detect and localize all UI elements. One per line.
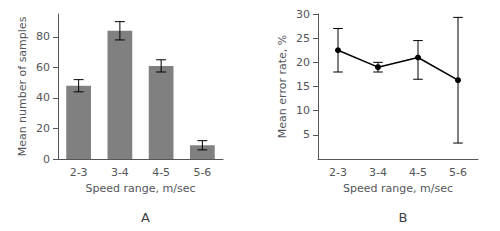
svg-text:20: 20: [36, 122, 50, 135]
svg-text:30: 30: [296, 8, 310, 21]
svg-text:10: 10: [296, 104, 310, 117]
svg-text:0: 0: [43, 153, 50, 166]
svg-text:4-5: 4-5: [409, 166, 427, 179]
svg-text:5: 5: [303, 128, 310, 141]
svg-text:40: 40: [36, 91, 50, 104]
svg-text:5-6: 5-6: [449, 166, 467, 179]
svg-text:A: A: [141, 210, 150, 225]
svg-text:2-3: 2-3: [329, 166, 347, 179]
svg-text:15: 15: [296, 80, 310, 93]
svg-text:2-3: 2-3: [70, 166, 88, 179]
svg-text:Mean number of samples: Mean number of samples: [16, 16, 29, 156]
svg-text:3-4: 3-4: [111, 166, 129, 179]
svg-text:25: 25: [296, 32, 310, 45]
svg-text:80: 80: [36, 30, 50, 43]
svg-text:4-5: 4-5: [152, 166, 170, 179]
svg-text:Mean error rate, %: Mean error rate, %: [276, 35, 289, 138]
svg-text:5-6: 5-6: [193, 166, 211, 179]
svg-text:Speed range, m/sec: Speed range, m/sec: [86, 182, 196, 195]
svg-text:Speed range, m/sec: Speed range, m/sec: [343, 182, 453, 195]
svg-text:20: 20: [296, 56, 310, 69]
svg-text:3-4: 3-4: [369, 166, 387, 179]
svg-text:B: B: [399, 210, 408, 225]
svg-text:60: 60: [36, 61, 50, 74]
